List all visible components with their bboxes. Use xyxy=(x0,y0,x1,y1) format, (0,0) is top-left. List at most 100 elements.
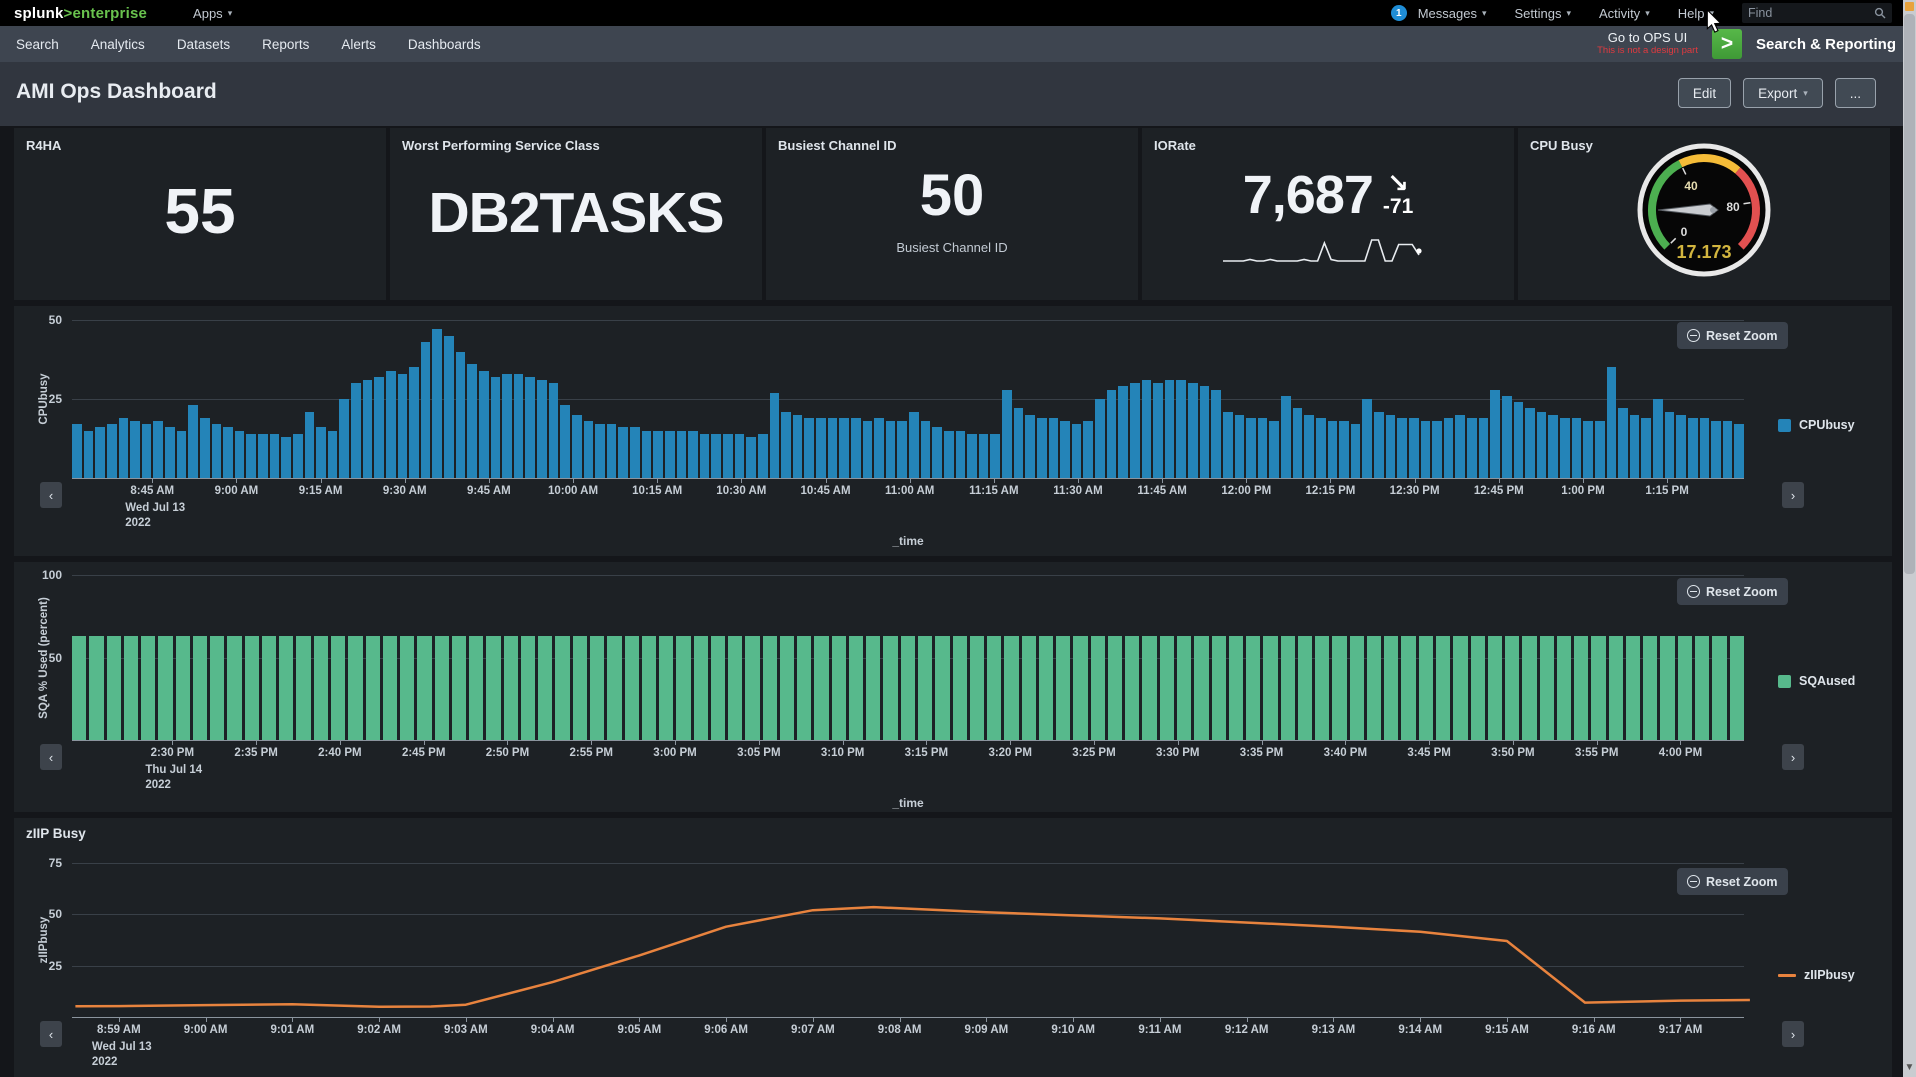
activity-menu[interactable]: Activity▾ xyxy=(1599,6,1650,21)
kpi-panel-service-class: Worst Performing Service Class DB2TASKS xyxy=(390,128,762,300)
pan-left-button[interactable]: ‹ xyxy=(40,482,62,508)
x-tick-mark xyxy=(1162,478,1163,483)
reset-zoom-button[interactable]: Reset Zoom xyxy=(1677,868,1788,895)
x-tick-label: 2:40 PM xyxy=(318,747,361,759)
nav-analytics[interactable]: Analytics xyxy=(91,37,145,52)
go-to-ops-ui-link[interactable]: Go to OPS UI This is not a design part xyxy=(1597,31,1698,57)
x-tick-label: 3:45 PM xyxy=(1407,747,1450,759)
x-tick-mark xyxy=(1680,740,1681,745)
y-tick-label: 50 xyxy=(22,907,62,921)
x-tick-mark xyxy=(119,1017,120,1022)
pan-right-button[interactable]: › xyxy=(1782,744,1804,770)
x-tick-label: 1:15 PM xyxy=(1645,485,1688,497)
pan-right-button[interactable]: › xyxy=(1782,1021,1804,1047)
nav-alerts[interactable]: Alerts xyxy=(341,37,376,52)
reset-zoom-button[interactable]: Reset Zoom xyxy=(1677,578,1788,605)
minus-circle-icon xyxy=(1687,329,1700,342)
x-tick-mark xyxy=(1160,1017,1161,1022)
x-tick-mark xyxy=(843,740,844,745)
panel-title: Busiest Channel ID xyxy=(778,138,896,153)
x-tick-mark xyxy=(1330,478,1331,483)
app-name-label: Search & Reporting xyxy=(1756,36,1896,53)
x-tick-mark xyxy=(1420,1017,1421,1022)
x-tick-label: 9:30 AM xyxy=(383,485,427,497)
x-tick-label: 8:59 AM xyxy=(97,1024,141,1036)
pan-left-button[interactable]: ‹ xyxy=(40,744,62,770)
nav-dashboards[interactable]: Dashboards xyxy=(408,37,481,52)
x-tick-label: 1:00 PM xyxy=(1561,485,1604,497)
x-tick-mark xyxy=(1507,1017,1508,1022)
x-tick-label: 9:03 AM xyxy=(444,1024,488,1036)
scrollbar-thumb[interactable] xyxy=(1904,14,1915,574)
x-tick-mark xyxy=(1680,1017,1681,1022)
y-axis-label: zIIPbusy xyxy=(38,917,50,964)
chevron-down-icon: ▾ xyxy=(1566,8,1571,19)
x-tick-label: 10:45 AM xyxy=(800,485,850,497)
x-tick-label: 3:00 PM xyxy=(653,747,696,759)
x-tick-mark xyxy=(340,740,341,745)
gauge-tick-40: 40 xyxy=(1684,179,1698,193)
splunk-logo[interactable]: splunk>enterprise xyxy=(14,5,147,22)
logo-bold: splunk xyxy=(14,5,64,22)
x-tick-label: 9:11 AM xyxy=(1138,1024,1181,1036)
kpi-panel-busiest-channel: Busiest Channel ID 50 Busiest Channel ID xyxy=(766,128,1138,300)
line-series-zIIPbusy xyxy=(72,863,1744,1017)
x-tick-label: 9:16 AM xyxy=(1572,1024,1616,1036)
more-options-button[interactable]: ... xyxy=(1835,78,1876,108)
x-tick-mark xyxy=(1333,1017,1334,1022)
reset-zoom-button[interactable]: Reset Zoom xyxy=(1677,322,1788,349)
nav-search[interactable]: Search xyxy=(16,37,59,52)
x-tick-mark xyxy=(553,1017,554,1022)
x-tick-label: 2:35 PM xyxy=(234,747,277,759)
trend-down-arrow-icon: ↘ xyxy=(1387,171,1409,195)
x-tick-label: 3:55 PM xyxy=(1575,747,1618,759)
scrollbar-marker xyxy=(1905,2,1914,11)
x-tick-mark xyxy=(1094,740,1095,745)
bar-series-CPUbusy xyxy=(72,320,1744,478)
chevron-down-icon: ▾ xyxy=(228,8,233,19)
edit-button[interactable]: Edit xyxy=(1678,78,1731,108)
x-tick-label: 2:50 PM xyxy=(486,747,529,759)
nav-datasets[interactable]: Datasets xyxy=(177,37,230,52)
x-tick-mark xyxy=(1078,478,1079,483)
legend-swatch xyxy=(1778,675,1791,688)
x-tick-mark xyxy=(507,740,508,745)
x-tick-label: 11:00 AM xyxy=(885,485,934,497)
panel-title: R4HA xyxy=(26,138,61,153)
x-tick-mark xyxy=(726,1017,727,1022)
x-tick-mark xyxy=(256,740,257,745)
messages-menu[interactable]: 1Messages▾ xyxy=(1391,5,1487,21)
apps-menu[interactable]: Apps▾ xyxy=(193,6,232,21)
x-tick-label: 9:00 AM xyxy=(215,485,259,497)
settings-menu[interactable]: Settings▾ xyxy=(1515,6,1572,21)
export-button[interactable]: Export▾ xyxy=(1743,78,1823,108)
x-tick-label: 8:45 AM xyxy=(130,485,174,497)
kpi-panel-cpu-busy: CPU Busy 0 40 80 17.173 xyxy=(1518,128,1890,300)
x-tick-label: 2:45 PM xyxy=(402,747,445,759)
x-tick-label: 9:15 AM xyxy=(1485,1024,1529,1036)
x-tick-label: 3:50 PM xyxy=(1491,747,1534,759)
scrollbar-down-arrow-icon[interactable]: ▼ xyxy=(1903,1062,1916,1073)
find-placeholder: Find xyxy=(1748,6,1874,20)
x-tick-label: 9:06 AM xyxy=(704,1024,748,1036)
x-tick-label: 9:12 AM xyxy=(1225,1024,1269,1036)
x-tick-label: 2:30 PM xyxy=(151,747,194,759)
pan-left-button[interactable]: ‹ xyxy=(40,1021,62,1047)
chevron-down-icon: ▾ xyxy=(1645,8,1650,19)
y-tick-label: 50 xyxy=(22,651,62,665)
x-tick-label: 3:20 PM xyxy=(988,747,1031,759)
x-tick-label: 11:45 AM xyxy=(1137,485,1186,497)
page-scrollbar[interactable]: ▼ xyxy=(1903,0,1916,1077)
x-tick-mark xyxy=(321,478,322,483)
x-tick-mark xyxy=(639,1017,640,1022)
pan-right-button[interactable]: › xyxy=(1782,482,1804,508)
nav-reports[interactable]: Reports xyxy=(262,37,309,52)
find-search-input[interactable]: Find xyxy=(1742,3,1892,23)
legend-label: CPUbusy xyxy=(1799,418,1855,432)
top-nav-bar: splunk>enterprise Apps▾ 1Messages▾ Setti… xyxy=(0,0,1916,26)
x-tick-mark xyxy=(172,740,173,745)
x-tick-label: 12:30 PM xyxy=(1390,485,1440,497)
x-tick-mark xyxy=(900,1017,901,1022)
x-tick-label: 9:45 AM xyxy=(467,485,511,497)
x-tick-label: 3:25 PM xyxy=(1072,747,1115,759)
